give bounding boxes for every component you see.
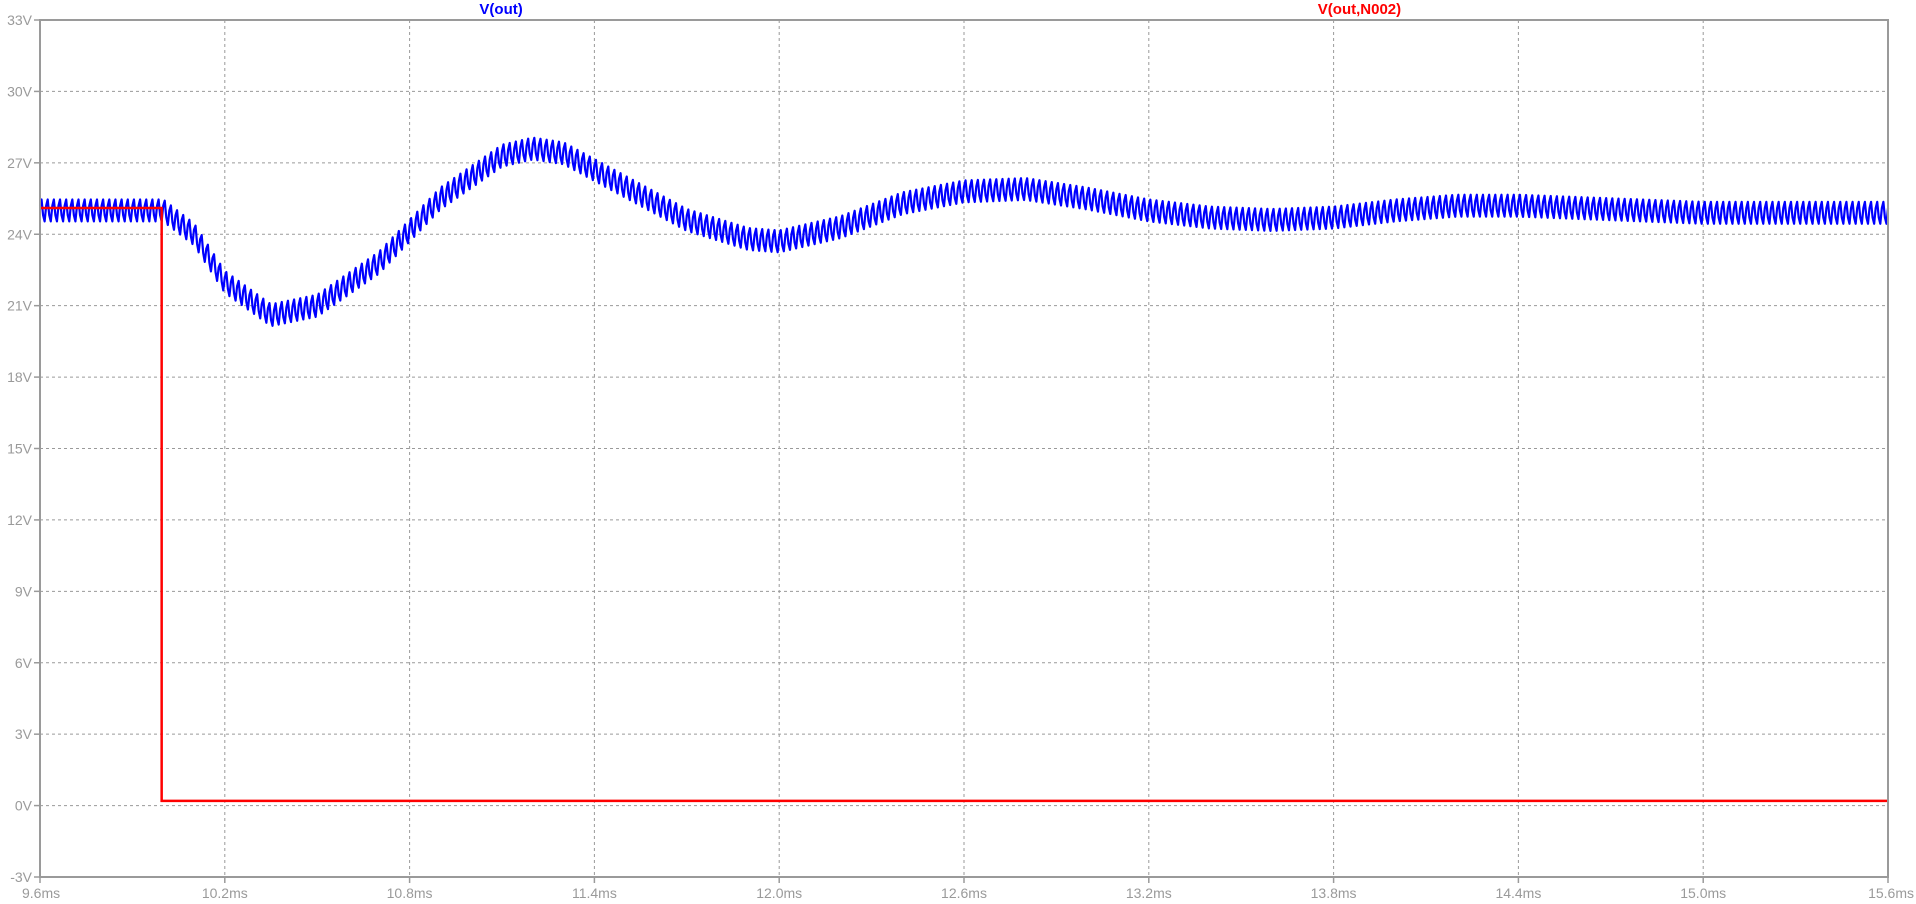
y-tick-label: 6V [15,655,33,671]
x-axis: 9.6ms 10.2ms 10.8ms 11.4ms 12.0ms 12.6ms 13.2m… [22,877,1914,901]
x-tick-label: 13.8ms [1311,885,1357,901]
x-tick-label: 14.4ms [1495,885,1541,901]
legend-label: V(out) [479,1,522,18]
x-tick-label: 9.6ms [22,885,60,901]
x-tick-label: 12.6ms [941,885,987,901]
x-tick-label: 15.0ms [1680,885,1726,901]
legend: V(out) V(out,N002) [479,1,1401,18]
plot-frame [39,19,1889,878]
legend-label: V(out,N002) [1318,1,1401,18]
y-tick-label: -3V [10,869,32,885]
series-line-v-out [38,136,1890,327]
y-tick-label: 3V [15,726,33,742]
y-tick-label: 9V [15,583,33,599]
y-tick-label: 15V [7,441,33,457]
y-tick-label: 33V [7,12,33,28]
x-tick-label: 10.2ms [202,885,248,901]
y-tick-label: 18V [7,369,33,385]
y-tick-label: 12V [7,512,33,528]
series-line-v-out-n002 [40,206,1888,803]
y-axis: 33V 30V 27V 24V 21V 18V 15V 12V 9V 6V 3V 0V -3V [7,12,40,885]
x-tick-label: 11.4ms [572,885,617,901]
y-tick-label: 24V [7,226,33,242]
y-tick-label: 30V [7,83,33,99]
grid [40,20,1888,877]
x-tick-label: 13.2ms [1126,885,1172,901]
x-tick-label: 12.0ms [756,885,802,901]
y-tick-label: 21V [7,298,33,314]
x-tick-label: 15.6ms [1868,885,1914,901]
plot-area [38,136,1890,803]
y-tick-label: 27V [7,155,33,171]
x-tick-label: 10.8ms [387,885,433,901]
y-tick-label: 0V [15,798,33,814]
